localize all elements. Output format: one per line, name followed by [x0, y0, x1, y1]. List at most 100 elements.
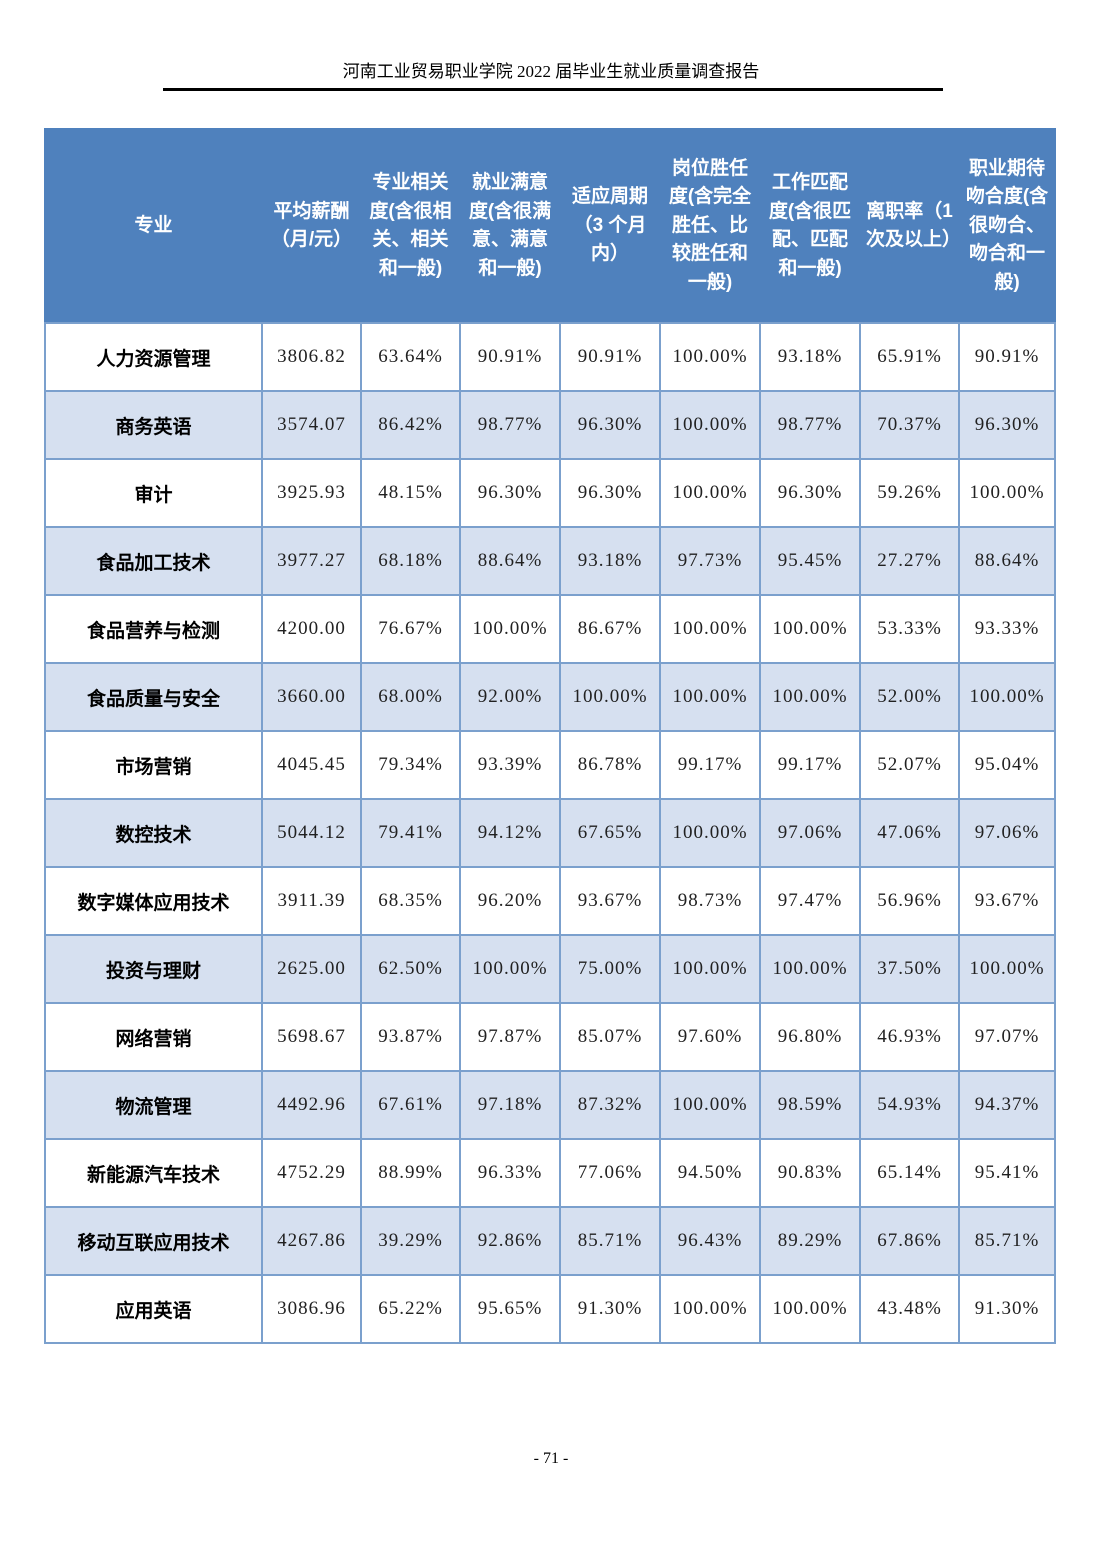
table-row: 移动互联应用技术 4267.86 39.29% 92.86% 85.71% 96.43% 8… [44, 1206, 1056, 1276]
value-cell: 56.96% [859, 866, 960, 936]
major-name-cell: 应用英语 [44, 1274, 263, 1344]
value-cell: 65.22% [360, 1274, 461, 1344]
value-cell: 67.65% [559, 798, 661, 868]
value-cell: 96.80% [759, 1002, 861, 1072]
value-cell: 97.06% [958, 798, 1056, 868]
column-header-2: 专业相关度(含很相关、相关和一般) [360, 128, 461, 324]
value-cell: 86.78% [559, 730, 661, 800]
table-row: 物流管理 4492.96 67.61% 97.18% 87.32% 100.00% 98.5… [44, 1070, 1056, 1140]
value-cell: 4200.00 [261, 594, 362, 664]
value-cell: 76.67% [360, 594, 461, 664]
value-cell: 87.32% [559, 1070, 661, 1140]
value-cell: 100.00% [759, 1274, 861, 1344]
value-cell: 2625.00 [261, 934, 362, 1004]
value-cell: 37.50% [859, 934, 960, 1004]
value-cell: 68.18% [360, 526, 461, 596]
value-cell: 3806.82 [261, 322, 362, 392]
value-cell: 100.00% [659, 1274, 761, 1344]
value-cell: 3977.27 [261, 526, 362, 596]
column-header-4: 适应周期（3 个月内） [559, 128, 661, 324]
table-row: 食品营养与检测 4200.00 76.67% 100.00% 86.67% 100.00%… [44, 594, 1056, 664]
value-cell: 100.00% [659, 458, 761, 528]
value-cell: 100.00% [459, 594, 561, 664]
value-cell: 59.26% [859, 458, 960, 528]
column-header-1: 平均薪酬（月/元） [261, 128, 362, 324]
document-title: 河南工业贸易职业学院 2022 届毕业生就业质量调查报告 [342, 62, 760, 81]
value-cell: 94.37% [958, 1070, 1056, 1140]
major-name-cell: 数控技术 [44, 798, 263, 868]
column-header-6: 工作匹配度(含很匹配、匹配和一般) [759, 128, 861, 324]
value-cell: 100.00% [958, 934, 1056, 1004]
value-cell: 98.59% [759, 1070, 861, 1140]
major-name-cell: 食品营养与检测 [44, 594, 263, 664]
value-cell: 62.50% [360, 934, 461, 1004]
header-rule [163, 88, 943, 91]
value-cell: 93.18% [559, 526, 661, 596]
value-cell: 5044.12 [261, 798, 362, 868]
value-cell: 95.65% [459, 1274, 561, 1344]
table-row: 应用英语 3086.96 65.22% 95.65% 91.30% 100.00% 100.… [44, 1274, 1056, 1344]
table-row: 数控技术 5044.12 79.41% 94.12% 67.65% 100.00% 97.0… [44, 798, 1056, 868]
table-header-row: 专业 平均薪酬（月/元） 专业相关度(含很相关、相关和一般) 就业满意度(含很满意、满… [44, 128, 1056, 324]
value-cell: 100.00% [659, 798, 761, 868]
major-name-cell: 人力资源管理 [44, 322, 263, 392]
value-cell: 86.42% [360, 390, 461, 460]
value-cell: 90.91% [958, 322, 1056, 392]
value-cell: 100.00% [759, 594, 861, 664]
value-cell: 85.07% [559, 1002, 661, 1072]
value-cell: 3660.00 [261, 662, 362, 732]
value-cell: 100.00% [759, 934, 861, 1004]
value-cell: 100.00% [659, 934, 761, 1004]
value-cell: 93.87% [360, 1002, 461, 1072]
value-cell: 100.00% [659, 1070, 761, 1140]
value-cell: 96.33% [459, 1138, 561, 1208]
table-row: 人力资源管理 3806.82 63.64% 90.91% 90.91% 100.00% 93… [44, 322, 1056, 392]
value-cell: 96.30% [559, 390, 661, 460]
table-row: 投资与理财 2625.00 62.50% 100.00% 75.00% 100.00% 10… [44, 934, 1056, 1004]
table-row: 市场营销 4045.45 79.34% 93.39% 86.78% 99.17% 99.17… [44, 730, 1056, 800]
value-cell: 100.00% [459, 934, 561, 1004]
major-name-cell: 网络营销 [44, 1002, 263, 1072]
value-cell: 93.67% [559, 866, 661, 936]
value-cell: 90.91% [459, 322, 561, 392]
major-name-cell: 移动互联应用技术 [44, 1206, 263, 1276]
value-cell: 92.86% [459, 1206, 561, 1276]
value-cell: 96.30% [958, 390, 1056, 460]
value-cell: 95.04% [958, 730, 1056, 800]
value-cell: 98.77% [459, 390, 561, 460]
value-cell: 100.00% [659, 390, 761, 460]
value-cell: 97.06% [759, 798, 861, 868]
value-cell: 4267.86 [261, 1206, 362, 1276]
table-row: 食品质量与安全 3660.00 68.00% 92.00% 100.00% 100.00%… [44, 662, 1056, 732]
value-cell: 52.00% [859, 662, 960, 732]
value-cell: 86.67% [559, 594, 661, 664]
value-cell: 5698.67 [261, 1002, 362, 1072]
value-cell: 100.00% [958, 458, 1056, 528]
value-cell: 97.87% [459, 1002, 561, 1072]
major-name-cell: 审计 [44, 458, 263, 528]
value-cell: 95.45% [759, 526, 861, 596]
value-cell: 96.30% [559, 458, 661, 528]
value-cell: 95.41% [958, 1138, 1056, 1208]
value-cell: 90.91% [559, 322, 661, 392]
column-header-5: 岗位胜任度(含完全胜任、比较胜任和一般) [659, 128, 761, 324]
value-cell: 63.64% [360, 322, 461, 392]
value-cell: 93.18% [759, 322, 861, 392]
value-cell: 3911.39 [261, 866, 362, 936]
value-cell: 70.37% [859, 390, 960, 460]
value-cell: 90.83% [759, 1138, 861, 1208]
major-name-cell: 物流管理 [44, 1070, 263, 1140]
value-cell: 96.20% [459, 866, 561, 936]
table-row: 食品加工技术 3977.27 68.18% 88.64% 93.18% 97.73% 95.… [44, 526, 1056, 596]
major-name-cell: 新能源汽车技术 [44, 1138, 263, 1208]
value-cell: 100.00% [559, 662, 661, 732]
value-cell: 75.00% [559, 934, 661, 1004]
value-cell: 54.93% [859, 1070, 960, 1140]
major-name-cell: 市场营销 [44, 730, 263, 800]
table-header: 专业 平均薪酬（月/元） 专业相关度(含很相关、相关和一般) 就业满意度(含很满意、满… [44, 128, 1056, 324]
value-cell: 97.60% [659, 1002, 761, 1072]
value-cell: 67.86% [859, 1206, 960, 1276]
value-cell: 47.06% [859, 798, 960, 868]
value-cell: 99.17% [659, 730, 761, 800]
